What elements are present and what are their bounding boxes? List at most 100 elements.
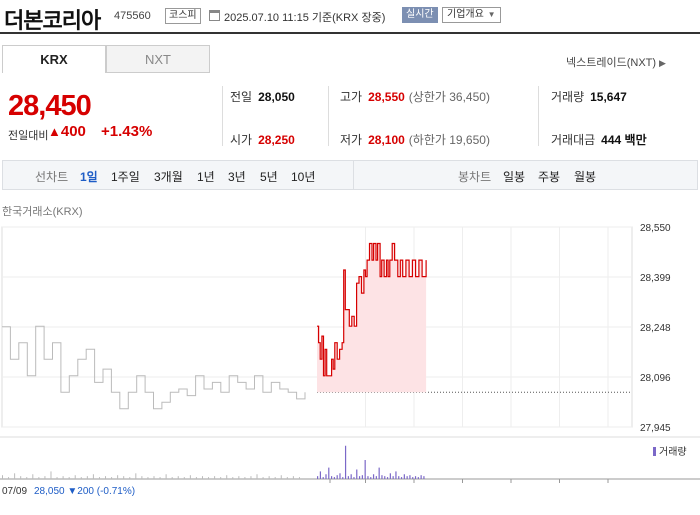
quote-value: 28,550 (368, 90, 405, 104)
change-rate: +1.43% (101, 123, 153, 140)
period-3m[interactable]: 3개월 (154, 170, 183, 184)
volume-bar (372, 474, 375, 479)
y-tick-label: 28,550 (640, 223, 671, 234)
volume-bar (195, 477, 197, 479)
upper-limit: (상한가 36,450) (408, 90, 490, 104)
volume-bar (201, 476, 203, 479)
candle-monthly[interactable]: 월봉 (574, 170, 597, 184)
volume-bar (370, 477, 372, 479)
candle-daily[interactable]: 일봉 (503, 170, 526, 184)
volume-bar (92, 474, 94, 479)
volume-bar (412, 477, 414, 479)
y-tick-label: 28,096 (640, 373, 671, 384)
volume-bar (244, 477, 246, 479)
divider (353, 161, 354, 189)
price-chart[interactable]: 28,550 28,399 28,248 28,096 27,945 07/1010:0… (0, 215, 700, 485)
volume-bar (342, 477, 344, 479)
volume-bar (389, 473, 391, 479)
volume-bar (328, 467, 330, 479)
tab-nxt[interactable]: NXT (106, 45, 210, 73)
quote-high: 고가 28,550 (상한가 36,450) (340, 88, 490, 105)
volume-bar (250, 476, 252, 479)
volume-bar (319, 471, 321, 479)
candle-weekly[interactable]: 주봉 (538, 170, 561, 184)
volume-bar (356, 469, 358, 479)
volume-bar (238, 476, 240, 479)
volume-bar (268, 476, 270, 479)
quote-value: 28,100 (368, 133, 405, 147)
volume-bar (189, 475, 191, 479)
quote-value: 15,647 (590, 90, 627, 104)
volume-bar (333, 477, 335, 479)
candle-chart-label[interactable]: 봉차트 (458, 170, 492, 184)
volume-bar (220, 477, 222, 479)
volume-bar (330, 476, 333, 479)
change-label: 전일대비 (8, 130, 49, 142)
volume-bar (358, 476, 361, 479)
volume-bar (153, 476, 155, 479)
volume-bar (129, 477, 131, 479)
y-tick-label: 28,248 (640, 323, 671, 334)
volume-bar (298, 477, 300, 479)
volume-bar (262, 477, 264, 479)
volume-bar (177, 476, 179, 479)
line-chart-label[interactable]: 선차트 (35, 170, 69, 184)
volume-bar (386, 477, 389, 479)
volume-bar (350, 474, 352, 479)
prev-day-close: 28,050 ▼200 (-0.71%) (34, 486, 135, 497)
market-badge: 코스피 (165, 8, 201, 24)
volume-bar (381, 475, 383, 479)
volume-bar (183, 477, 185, 479)
quote-prev-close: 전일 28,050 (230, 88, 295, 105)
period-1d[interactable]: 1일 (80, 170, 98, 184)
quote-amount: 거래대금 444 백만 (551, 131, 647, 148)
volume-bar (286, 477, 288, 479)
volume-bar (325, 474, 327, 479)
realtime-button[interactable]: 실시간 (402, 7, 438, 23)
arrow-right-icon: ▶ (659, 58, 666, 68)
volume-bar (62, 476, 64, 479)
volume-bar (417, 477, 419, 479)
volume-bar (375, 476, 377, 479)
volume-bar (32, 474, 34, 479)
nextrade-label: 넥스트레이드(NXT) (566, 57, 657, 69)
volume-bar (208, 477, 210, 479)
volume-bar (68, 477, 70, 479)
volume-bar (414, 476, 417, 479)
volume-bar (367, 476, 369, 479)
volume-bar (274, 477, 276, 479)
quote-value: 28,250 (258, 133, 295, 147)
volume-bar (105, 476, 107, 479)
quote-low: 저가 28,100 (하한가 19,650) (340, 131, 490, 148)
tab-krx[interactable]: KRX (2, 45, 106, 73)
change-amount-value: 400 (60, 123, 86, 140)
nextrade-link[interactable]: 넥스트레이드(NXT) ▶ (566, 54, 666, 70)
volume-bar (322, 477, 324, 479)
quote-label: 저가 (340, 133, 363, 147)
volume-bar (98, 477, 100, 479)
volume-bar (38, 477, 40, 479)
volume-bar (117, 475, 119, 479)
period-3y[interactable]: 3년 (228, 170, 246, 184)
volume-bar (44, 476, 46, 479)
period-5y[interactable]: 5년 (260, 170, 278, 184)
lower-limit: (하한가 19,650) (408, 133, 490, 147)
period-10y[interactable]: 10년 (291, 170, 316, 184)
volume-legend-label: 거래량 (659, 447, 687, 458)
divider (538, 86, 539, 146)
period-1w[interactable]: 1주일 (111, 170, 140, 184)
prev-day-change: ▼200 (-0.71%) (67, 486, 136, 497)
prev-day-value: 28,050 (34, 486, 65, 497)
volume-bar (26, 477, 28, 479)
volume-bar (20, 476, 22, 479)
period-1y[interactable]: 1년 (197, 170, 215, 184)
company-info-label: 기업개요 (447, 9, 484, 20)
volume-bar (141, 476, 143, 479)
company-info-button[interactable]: 기업개요 ▼ (442, 7, 501, 23)
volume-bar (123, 476, 125, 479)
volume-bar (378, 467, 380, 479)
volume-bar (256, 474, 258, 479)
quote-label: 시가 (230, 133, 253, 147)
volume-bar (344, 445, 347, 479)
volume-bar (400, 477, 403, 479)
